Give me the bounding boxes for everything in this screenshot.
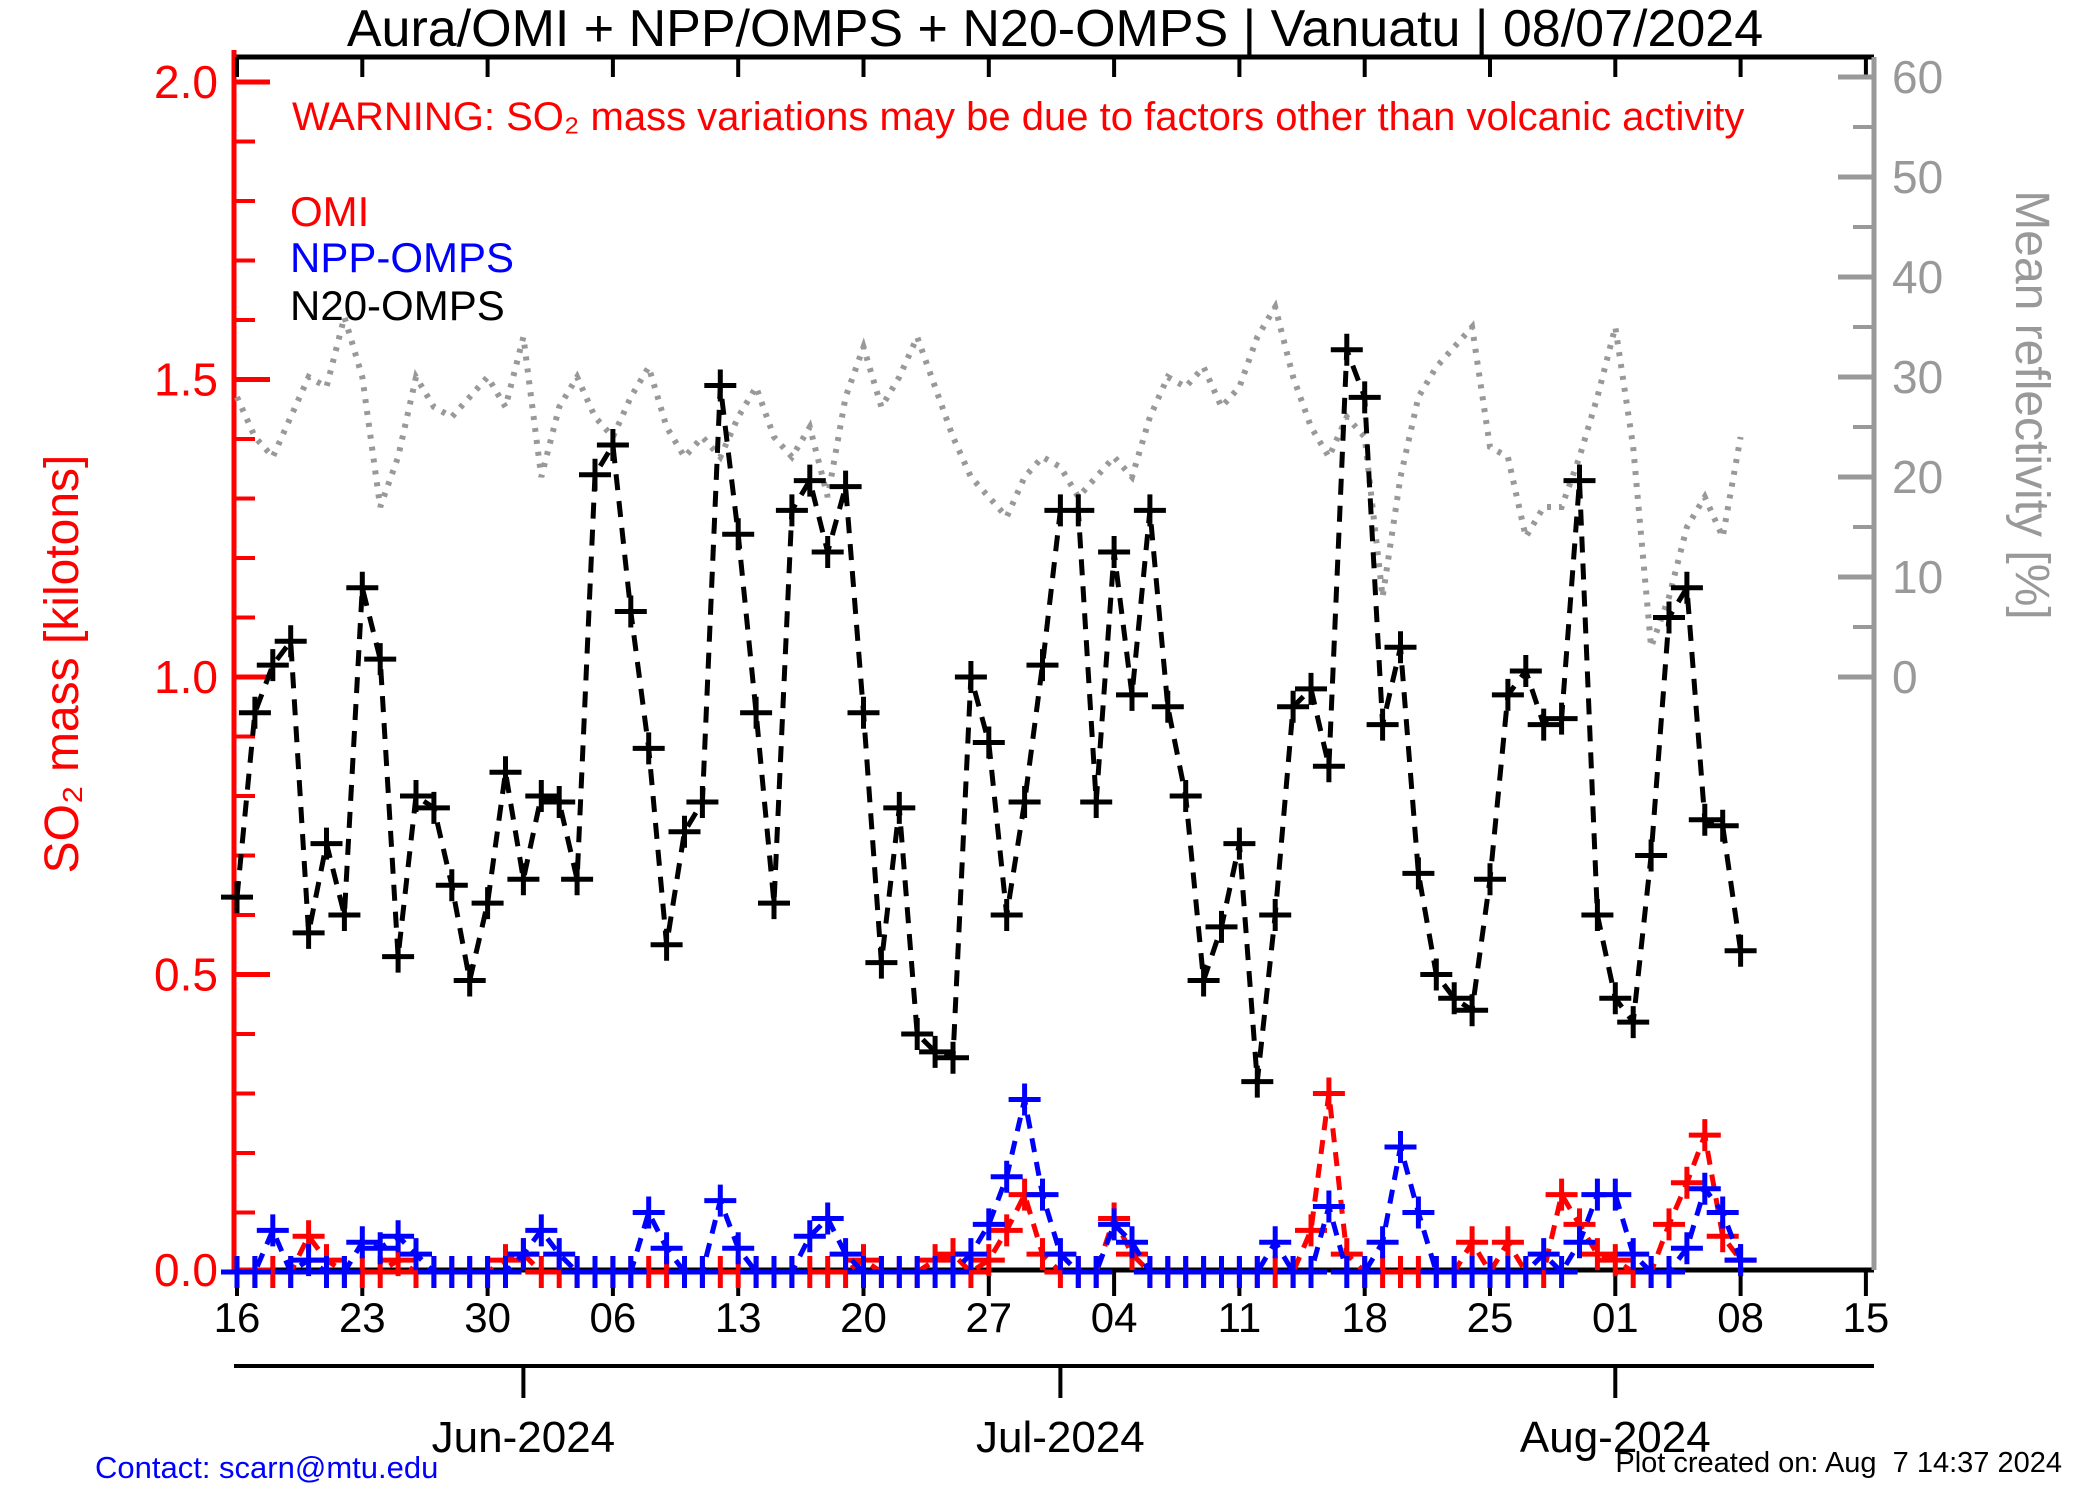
r-tick-label: 30 (1892, 351, 1943, 403)
n20-omps-line (234, 348, 1744, 1082)
right-axis-title: Mean reflectivity [%] (2005, 190, 2058, 619)
warning-text: WARNING: SO₂ mass variations may be due … (292, 95, 1744, 139)
month-label: Jul-2024 (976, 1413, 1145, 1462)
r-tick-label: 0 (1892, 651, 1918, 703)
x-tick-label: 18 (1341, 1294, 1388, 1341)
axes-layer: 16 23 30 06 13 20 27 04 11 18 25 01 08 15 Jun-2024 Jul-… (154, 50, 1943, 1462)
reflectivity-line (234, 299, 1744, 649)
x-tick-label: 06 (590, 1294, 637, 1341)
r-tick-label: 50 (1892, 151, 1943, 203)
left-axis-title: SO₂ mass [kilotons] (36, 455, 89, 874)
x-tick-label: 20 (840, 1294, 887, 1341)
y-tick-label: 1.5 (154, 354, 218, 406)
x-tick-label: 23 (339, 1294, 386, 1341)
legend-item-npp-omps: NPP-OMPS (290, 234, 514, 281)
chart-title: Aura/OMI + NPP/OMPS + N20-OMPS | Vanuatu… (347, 0, 1763, 58)
x-tick-label: 08 (1717, 1294, 1764, 1341)
x-tick-label: 25 (1467, 1294, 1514, 1341)
y-tick-label: 0.5 (154, 949, 218, 1001)
data-layer (221, 299, 1757, 1288)
legend-item-n20-omps: N20-OMPS (290, 282, 505, 329)
x-tick-label: 27 (965, 1294, 1012, 1341)
r-tick-label: 40 (1892, 251, 1943, 303)
y-tick-label: 1.0 (154, 651, 218, 703)
x-tick-label: 01 (1592, 1294, 1639, 1341)
n20-omps-markers (221, 333, 1757, 1098)
created-timestamp: Plot created on: Aug 7 14:37 2024 (1615, 1447, 2062, 1479)
x-tick-label: 04 (1091, 1294, 1138, 1341)
r-tick-label: 10 (1892, 551, 1943, 603)
y-tick-label: 0.0 (154, 1244, 218, 1296)
contact-link[interactable]: Contact: scarn@mtu.edu (95, 1450, 438, 1485)
x-tick-label: 11 (1218, 1294, 1262, 1341)
npp-omps-markers (221, 1083, 1757, 1288)
month-label: Aug-2024 (1520, 1413, 1711, 1462)
x-tick-label: 13 (715, 1294, 762, 1341)
r-tick-label: 20 (1892, 451, 1943, 503)
x-tick-label: 15 (1843, 1294, 1890, 1341)
legend-item-omi: OMI (290, 188, 369, 235)
y-tick-label: 2.0 (154, 56, 218, 108)
month-label: Jun-2024 (432, 1413, 615, 1462)
x-tick-label: 30 (464, 1294, 511, 1341)
r-tick-label: 60 (1892, 51, 1943, 103)
x-tick-label: 16 (214, 1294, 261, 1341)
